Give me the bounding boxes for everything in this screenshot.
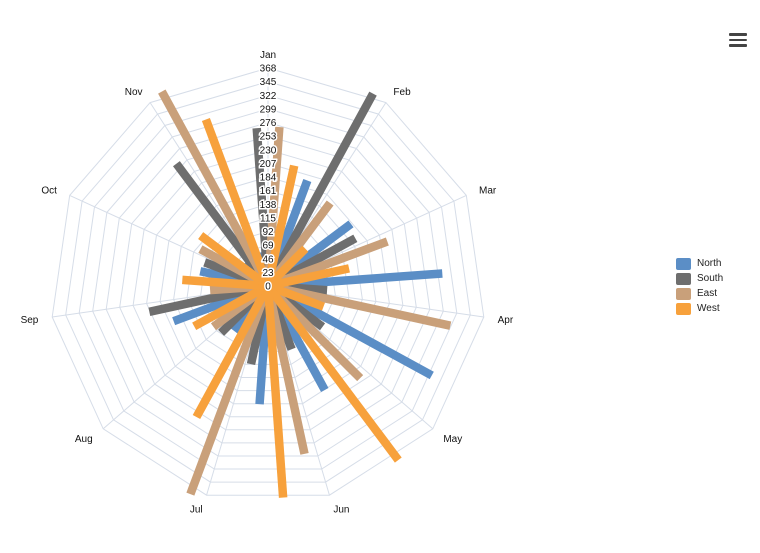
category-label-apr: Apr — [498, 315, 514, 326]
radial-tick-label: 368 — [260, 64, 277, 75]
legend-item-east[interactable]: East — [676, 286, 723, 301]
category-label-aug: Aug — [75, 434, 93, 445]
radial-tick-label: 92 — [262, 227, 274, 238]
bar-east-nov[interactable] — [158, 89, 272, 289]
radial-tick-label: 161 — [260, 186, 277, 197]
grid-ring — [51, 67, 485, 496]
hamburger-menu-icon[interactable] — [726, 30, 750, 52]
grid-ring — [92, 108, 444, 457]
legend: North South East West — [676, 256, 723, 316]
radial-tick-label: 276 — [260, 118, 277, 129]
category-label-jun: Jun — [333, 505, 349, 516]
legend-item-south[interactable]: South — [676, 271, 723, 286]
category-label-jan: Jan — [260, 50, 276, 61]
bar-east-jul[interactable] — [186, 284, 272, 496]
radial-tick-label: 23 — [262, 268, 274, 279]
legend-swatch-east — [676, 287, 691, 300]
category-label-mar: Mar — [479, 186, 497, 197]
bar-west-aug[interactable] — [192, 282, 271, 331]
grid-ring — [132, 149, 404, 418]
bar-west-mar[interactable] — [267, 264, 350, 291]
bar-west-nov[interactable] — [201, 118, 272, 288]
radial-tick-label: 0 — [265, 282, 271, 293]
category-label-may: May — [443, 434, 462, 445]
radial-tick-label: 253 — [260, 132, 277, 143]
category-label-sep: Sep — [21, 315, 39, 326]
legend-swatch-north — [676, 257, 691, 270]
radial-tick-label: 115 — [260, 213, 276, 224]
legend-label-east: East — [697, 288, 718, 299]
bar-west-jun[interactable] — [263, 285, 288, 498]
legend-label-west: West — [697, 303, 720, 314]
bar-south-feb[interactable] — [264, 91, 377, 289]
bar-east-apr[interactable] — [267, 281, 452, 330]
radial-tick-label: 322 — [260, 91, 277, 102]
grid-ring — [65, 81, 471, 483]
category-label-oct: Oct — [41, 186, 57, 197]
bar-west-feb[interactable] — [264, 245, 309, 290]
category-label-nov: Nov — [125, 87, 143, 98]
radial-tick-label: 184 — [260, 173, 277, 184]
bar-south-nov[interactable] — [173, 161, 272, 289]
grid-ring — [105, 121, 431, 444]
grid-ring — [159, 176, 377, 392]
legend-label-north: North — [697, 258, 722, 269]
radial-tick-label: 46 — [262, 254, 274, 265]
bar-west-sep[interactable] — [182, 275, 269, 291]
legend-swatch-south — [676, 272, 691, 285]
legend-item-north[interactable]: North — [676, 256, 723, 271]
bar-east-jan[interactable] — [263, 126, 284, 287]
radial-tick-label: 345 — [260, 77, 277, 88]
radial-tick-label: 207 — [260, 159, 277, 170]
legend-swatch-west — [676, 302, 691, 315]
radial-tick-label: 230 — [260, 145, 277, 156]
legend-label-south: South — [697, 273, 724, 284]
bar-west-jul[interactable] — [192, 283, 272, 420]
bar-west-may[interactable] — [264, 283, 402, 463]
bar-north-may[interactable] — [265, 282, 434, 380]
legend-item-west[interactable]: West — [676, 301, 723, 316]
category-label-jul: Jul — [190, 505, 203, 516]
grid-ring — [78, 94, 458, 470]
bar-west-oct[interactable] — [198, 232, 271, 290]
bar-west-jan[interactable] — [263, 164, 299, 287]
bar-east-may[interactable] — [264, 282, 364, 382]
radial-tick-label: 69 — [262, 241, 274, 252]
grid-ring — [119, 135, 417, 431]
radial-tick-label: 299 — [260, 104, 277, 115]
category-label-feb: Feb — [393, 87, 411, 98]
bar-west-apr[interactable] — [266, 282, 325, 311]
grid-ring — [146, 162, 390, 405]
radial-tick-label: 138 — [260, 200, 277, 211]
